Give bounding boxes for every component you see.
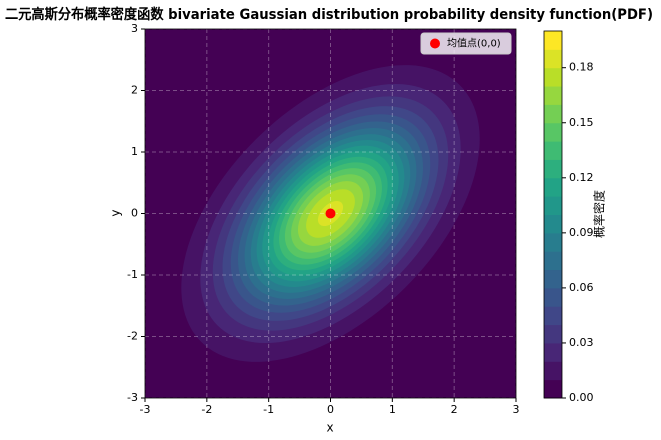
colorbar-band [544, 214, 562, 234]
colorbar-band [544, 287, 562, 307]
y-tick-label: -1 [127, 268, 138, 281]
y-axis-label: y [109, 209, 123, 216]
chart-title: 二元高斯分布概率密度函数 bivariate Gaussian distribu… [5, 6, 653, 23]
legend-box [420, 32, 512, 55]
x-tick-label: -2 [201, 403, 212, 416]
colorbar-band [544, 342, 562, 362]
colorbar-band [544, 269, 562, 289]
colorbar-band [544, 104, 562, 124]
colorbar-band [544, 122, 562, 142]
legend-marker [430, 38, 440, 49]
colorbar-label: 概率密度 [592, 190, 607, 238]
x-tick-label: 1 [389, 403, 396, 416]
colorbar-band [544, 31, 562, 50]
colorbar-band [544, 379, 562, 399]
colorbar-tick-label: 0.03 [569, 336, 594, 349]
mean-point [325, 208, 336, 219]
colorbar-frame [543, 30, 563, 399]
colorbar-band [544, 159, 562, 179]
y-tick-label: -2 [127, 330, 138, 343]
colorbar-tick-label: 0.15 [569, 116, 594, 129]
colorbar-band [544, 177, 562, 197]
colorbar-tick-label: 0.18 [569, 61, 594, 74]
colorbar-band [544, 196, 562, 215]
colorbar-band [544, 306, 562, 326]
colorbar-tick-label: 0.09 [569, 226, 594, 239]
colorbar-tick-label: 0.06 [569, 281, 594, 294]
y-tick-label: 1 [131, 145, 138, 158]
y-tick-label: -3 [127, 391, 138, 404]
x-tick-label: -3 [140, 403, 151, 416]
y-tick-label: 2 [131, 84, 138, 97]
x-tick-label: 2 [451, 403, 458, 416]
colorbar-band [544, 141, 562, 160]
legend-label: 均值点(0,0) [447, 37, 501, 50]
colorbar-band [544, 251, 562, 271]
colorbar-tick-label: 0.12 [569, 171, 594, 184]
y-tick-label: 3 [131, 22, 138, 35]
colorbar-band [544, 232, 562, 252]
x-tick-label: 3 [513, 403, 520, 416]
x-axis-label: x [326, 421, 333, 435]
colorbar-band [544, 324, 562, 344]
colorbar-band [544, 67, 562, 87]
colorbar-tick-label: 0.00 [569, 391, 594, 404]
colorbar-band [544, 361, 562, 381]
plot-frame [144, 28, 517, 399]
x-tick-label: -1 [263, 403, 274, 416]
colorbar-band [544, 49, 562, 69]
y-tick-label: 0 [131, 207, 138, 220]
colorbar-band [544, 86, 562, 105]
x-tick-label: 0 [327, 403, 334, 416]
